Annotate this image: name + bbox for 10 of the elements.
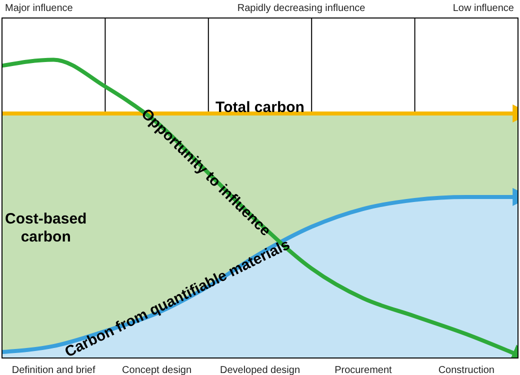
series-label: Total carbon xyxy=(216,98,304,116)
text: Major influence xyxy=(5,3,74,14)
band-label: Cost-based carbon xyxy=(5,210,87,246)
x-tick-label: Construction xyxy=(438,365,494,375)
text: Low influence xyxy=(452,3,514,14)
text: Rapidly decreasing influence xyxy=(237,3,366,14)
x-tick-label: Definition and brief xyxy=(12,365,96,375)
x-tick-label: Procurement xyxy=(334,365,392,375)
x-tick-label: Concept design xyxy=(122,365,192,375)
x-tick-label: Developed design xyxy=(220,365,300,375)
